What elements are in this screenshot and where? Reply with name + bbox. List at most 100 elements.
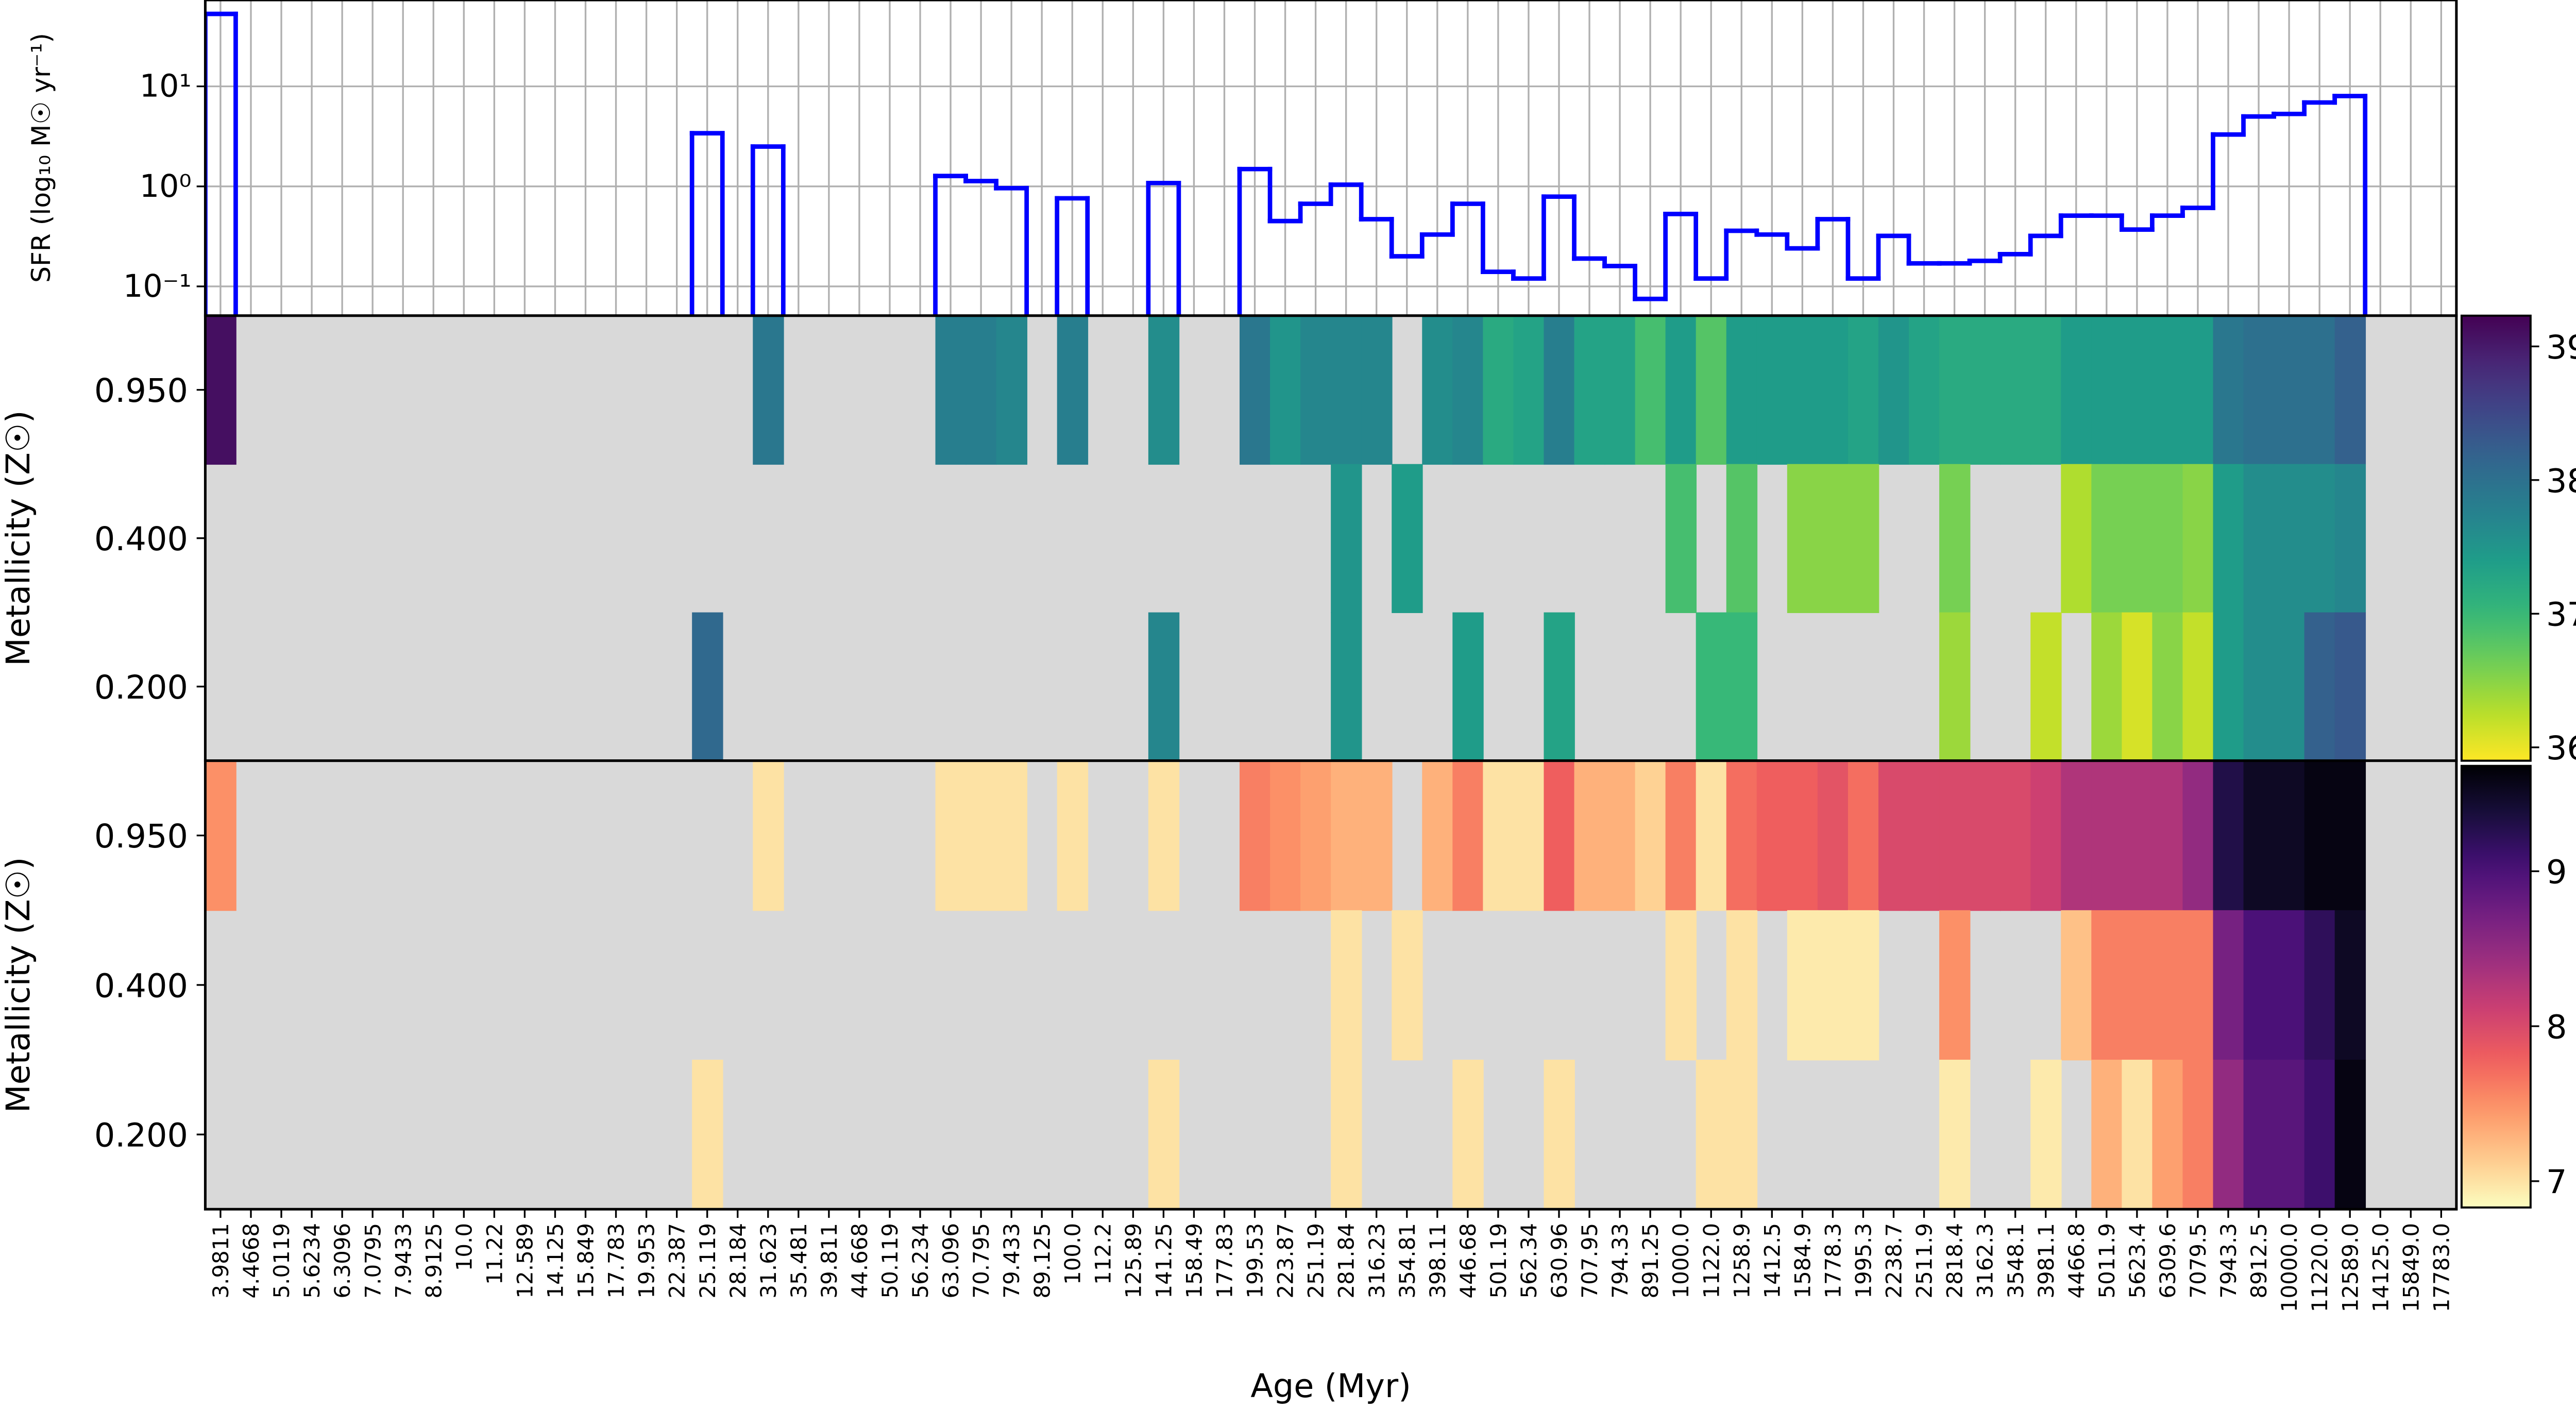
heatmap-cell <box>2091 910 2123 1061</box>
y-tick-label: 10⁰ <box>140 168 192 205</box>
heatmap-cell <box>2030 760 2062 911</box>
x-tick-label: 6.3096 <box>330 1223 355 1298</box>
x-tick-label: 8.9125 <box>421 1223 446 1298</box>
heatmap-cell <box>2304 464 2336 614</box>
heatmap-cell <box>1726 315 1758 465</box>
heatmap-cell <box>1483 760 1514 911</box>
heatmap-cell <box>2243 315 2275 465</box>
heatmap-cell <box>2213 315 2244 465</box>
x-tick-label: 562.34 <box>1516 1223 1541 1298</box>
x-tick-label: 398.11 <box>1425 1223 1450 1298</box>
heatmap-cell <box>2304 612 2336 761</box>
heatmap-cell <box>2334 612 2366 761</box>
y-tick-label: 0.200 <box>94 1117 188 1155</box>
heatmap-cell <box>2061 910 2092 1061</box>
heatmap-cell <box>1270 315 1301 465</box>
y-tick-label: 0.200 <box>94 669 188 707</box>
heatmap-cell <box>1787 910 1819 1061</box>
sfr-line <box>205 11 2368 316</box>
x-tick-label: 56.234 <box>908 1223 933 1298</box>
y-axis-label: SFR (log₁₀ M☉ yr⁻¹) <box>26 33 56 283</box>
heatmap-cell <box>2122 1060 2153 1210</box>
heatmap-cell <box>1422 315 1453 465</box>
heatmap-cell <box>1544 315 1575 465</box>
heatmap-cell <box>1452 1060 1484 1210</box>
heatmap-cell <box>1817 910 1849 1061</box>
x-tick-label: 8912.5 <box>2246 1223 2272 1298</box>
heatmap-cell <box>2213 464 2244 614</box>
heatmap-cell <box>2274 760 2305 911</box>
x-tick-label: 125.89 <box>1121 1223 1146 1298</box>
heatmap-cell <box>1817 760 1849 911</box>
heatmap-cell <box>2122 612 2153 761</box>
x-tick-label: 5.0119 <box>269 1223 294 1298</box>
heatmap-cell <box>2274 612 2305 761</box>
x-tick-label: 50.119 <box>877 1223 903 1298</box>
heatmap-cell <box>1300 760 1332 911</box>
x-tick-label: 2238.7 <box>1882 1223 1907 1298</box>
x-tick-label: 794.33 <box>1607 1223 1633 1298</box>
heatmap-cell <box>1331 1060 1362 1210</box>
heatmap-cell <box>1057 760 1089 911</box>
heatmap-cell <box>2091 612 2123 761</box>
heatmap-cell <box>2243 464 2275 614</box>
x-tick-label: 1258.9 <box>1729 1223 1754 1298</box>
heatmap-cell <box>1392 464 1423 614</box>
x-tick-label: 7.0795 <box>360 1223 385 1298</box>
x-tick-label: 141.25 <box>1151 1223 1176 1298</box>
heatmap-cell <box>1361 315 1393 465</box>
heatmap-cell <box>2304 1060 2336 1210</box>
x-tick-label: 63.096 <box>938 1223 963 1298</box>
panel-frame <box>204 759 2458 1211</box>
heatmap-cell <box>1696 612 1727 761</box>
colorbar-tick-label: 36 <box>2546 729 2576 768</box>
heatmap-cell <box>1331 315 1362 465</box>
heatmap-cell <box>2091 1060 2123 1210</box>
heatmap-cell <box>2152 315 2183 465</box>
heatmap-cell <box>1361 760 1393 911</box>
heatmap-cell <box>1726 760 1758 911</box>
y-tick-label: 0.950 <box>94 372 188 410</box>
y-tick-label: 0.400 <box>94 967 188 1005</box>
x-tick-label: 39.811 <box>817 1223 842 1298</box>
heatmap-cell <box>1939 1060 1971 1210</box>
heatmap-cell <box>1331 464 1362 614</box>
x-axis-label: Age (Myr) <box>1250 1367 1411 1405</box>
x-tick-label: 223.87 <box>1273 1223 1298 1298</box>
heatmap-cell <box>2152 910 2183 1061</box>
heatmap-cell <box>996 760 1028 911</box>
heatmap-cell <box>2213 612 2244 761</box>
heatmap-cell <box>1240 315 1271 465</box>
x-tick-label: 2511.9 <box>1912 1223 1937 1298</box>
x-tick-label: 4.4668 <box>239 1223 264 1298</box>
x-tick-label: 14125.0 <box>2368 1223 2393 1312</box>
heatmap-cell <box>1696 315 1727 465</box>
heatmap-cell <box>1452 315 1484 465</box>
heatmap-cell <box>2274 910 2305 1061</box>
heatmap-cell <box>1939 315 1971 465</box>
x-tick-label: 891.25 <box>1638 1223 1663 1298</box>
heatmap-cell <box>692 1060 723 1210</box>
heatmap-cell <box>2243 910 2275 1061</box>
heatmap-cell <box>1544 1060 1575 1210</box>
x-tick-label: 1000.0 <box>1668 1223 1693 1298</box>
colorbar-tick-label: 38 <box>2546 462 2576 500</box>
heatmap-cell <box>1726 1060 1758 1210</box>
heatmap-cell <box>965 760 997 911</box>
x-tick-label: 15.849 <box>573 1223 599 1298</box>
heatmap-cell <box>2061 760 2092 911</box>
x-tick-label: 28.184 <box>725 1223 751 1298</box>
heatmap-cell <box>1726 464 1758 614</box>
y-tick-label: 0.400 <box>94 520 188 558</box>
heatmap-cell <box>1148 1060 1180 1210</box>
heatmap-cell <box>2182 464 2214 614</box>
heatmap-cell <box>996 315 1028 465</box>
heatmap-cell <box>2152 1060 2183 1210</box>
heatmap-cell <box>935 315 967 465</box>
heatmap-cell <box>205 315 236 465</box>
heatmap-cell <box>1422 760 1453 911</box>
x-tick-label: 6309.6 <box>2155 1223 2180 1298</box>
heatmap-cell <box>1787 315 1819 465</box>
heatmap-cell <box>1817 464 1849 614</box>
heatmap-cell <box>2243 612 2275 761</box>
